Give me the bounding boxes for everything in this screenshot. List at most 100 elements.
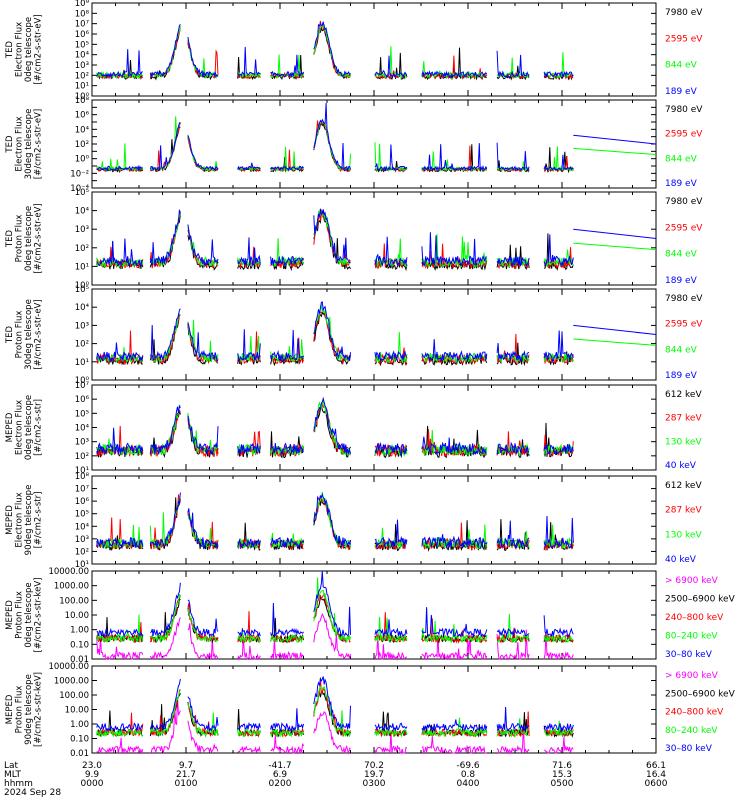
legend-entry: 7980 eV — [665, 105, 703, 115]
y-tick-label: 10⁵ — [75, 188, 89, 198]
y-tick-label: 10¹ — [75, 82, 89, 92]
y-tick-label: 10⁵ — [75, 510, 89, 520]
y-axis-label: MEPED — [5, 600, 15, 630]
panel-4: 10⁰ 10¹ 10² 10³ 10⁴ 10⁵ TED Proton Flux 30deg te… — [5, 285, 703, 386]
y-tick-label: 10¹ — [75, 560, 89, 570]
legend-entry: 40 keV — [665, 461, 697, 471]
plot-frame — [91, 2, 657, 97]
y-axis-label: 30deg telescope — [24, 109, 34, 180]
y-tick-label: 10⁹ — [75, 0, 90, 9]
footer-date: 2024 Sep 28 — [4, 788, 61, 798]
y-tick-label: 10⁶ — [75, 497, 90, 507]
y-axis-label: TED — [5, 325, 15, 344]
y-tick-label: 10⁰ — [75, 376, 90, 386]
y-axis-label: Electron Flux — [15, 116, 25, 171]
legend-entry: > 6900 keV — [665, 576, 719, 586]
y-tick-label: 10⁷ — [75, 381, 90, 391]
y-tick-label: 0.10 — [70, 640, 89, 650]
footer-tick-mlt: 19.7 — [364, 770, 384, 780]
y-tick-label: 10³ — [75, 225, 89, 235]
legend-entry: 30–80 keV — [665, 744, 713, 754]
footer-row-label: Lat — [4, 761, 19, 771]
y-axis-label: Electron Flux — [15, 400, 25, 455]
panel-8: 0.01 0.10 1.00 10.00 100.00 1000.00 10000.00 ME… — [5, 662, 736, 759]
footer-tick-hhmm: 0000 — [81, 779, 104, 789]
y-tick-label: 10⁵ — [75, 285, 89, 295]
footer-tick-mlt: 9.9 — [85, 770, 100, 780]
footer-tick-lat: 9.7 — [179, 761, 193, 771]
y-axis-label: [#/cm2-s-str] — [34, 492, 44, 549]
panel-6: 10¹ 10² 10³ 10⁴ 10⁵ 10⁶ 10⁷ 10⁸ MEPED Electron Fl… — [5, 472, 702, 570]
y-axis-label: [#/cm2-s-str-eV] — [34, 109, 44, 179]
y-tick-label: 10² — [75, 244, 89, 254]
y-tick-label: 10² — [75, 140, 89, 150]
y-tick-label: 10000.00 — [48, 567, 89, 577]
y-tick-label: 10⁰ — [75, 281, 90, 291]
y-tick-label: 1.00 — [70, 720, 89, 730]
y-axis-label: TED — [5, 229, 15, 248]
series-line — [96, 676, 574, 733]
y-tick-label: 10⁰ — [75, 92, 90, 102]
footer-tick-hhmm: 0400 — [457, 779, 480, 789]
legend-entry: 189 eV — [665, 371, 698, 381]
y-tick-label: 100.00 — [59, 691, 89, 701]
footer-tick-lat: 66.1 — [646, 761, 666, 771]
y-tick-label: 10⁵ — [75, 409, 89, 419]
footer-tick-lat: -69.6 — [456, 761, 480, 771]
footer-tick-hhmm: 0300 — [363, 779, 386, 789]
panel-7: 0.01 0.10 1.00 10.00 100.00 1000.00 10000.00 ME… — [5, 567, 736, 665]
y-axis-label: 0deg telescope — [24, 395, 34, 460]
legend-entry: 612 keV — [665, 481, 702, 491]
legend-entry: > 6900 keV — [665, 671, 719, 681]
legend-entry: 7980 eV — [665, 8, 703, 18]
y-axis-label: Proton Flux — [15, 311, 25, 359]
legend-entry: 7980 eV — [665, 197, 703, 207]
legend-entry: 130 keV — [665, 437, 702, 447]
y-axis-label: TED — [5, 40, 15, 59]
footer-tick-mlt: 15.3 — [552, 770, 572, 780]
series-line — [96, 570, 574, 639]
y-tick-label: 10⁷ — [75, 20, 90, 30]
legend-entry: 7980 eV — [665, 294, 703, 304]
series-line — [96, 613, 574, 661]
y-tick-label: 10⁶ — [75, 30, 90, 40]
series-line — [96, 396, 574, 456]
y-tick-label: 10⁶ — [75, 111, 90, 121]
y-tick-label: 10¹ — [75, 262, 89, 272]
legend-entry: 612 keV — [665, 390, 702, 400]
y-axis-label: [#/cm2-s-str] — [34, 399, 44, 456]
legend-entry: 2595 eV — [665, 34, 703, 44]
y-tick-label: 100.00 — [59, 596, 89, 606]
legend-entry: 189 eV — [665, 276, 698, 286]
series-line — [573, 147, 657, 156]
legend-entry: 2500–6900 keV — [665, 689, 736, 699]
legend-entry: 844 eV — [665, 154, 698, 164]
y-tick-label: 10⁸ — [75, 472, 90, 482]
y-tick-label: 10⁴ — [75, 207, 90, 217]
y-tick-label: 10⁸ — [75, 96, 90, 106]
y-tick-label: 10⁴ — [75, 125, 90, 135]
legend-entry: 2500–6900 keV — [665, 595, 736, 605]
legend-entry: 189 eV — [665, 87, 698, 97]
y-tick-label: 10⁻² — [70, 169, 89, 179]
legend-entry: 240–800 keV — [665, 613, 724, 623]
y-tick-label: 10⁴ — [75, 51, 90, 61]
legend-entry: 30–80 keV — [665, 650, 713, 660]
legend-entry: 240–800 keV — [665, 708, 724, 718]
series-line — [96, 492, 574, 550]
legend-entry: 40 keV — [665, 555, 697, 565]
footer-tick-mlt: 6.9 — [273, 770, 288, 780]
y-tick-label: 10⁸ — [75, 9, 90, 19]
y-tick-label: 10¹ — [75, 358, 89, 368]
y-axis-label: Proton Flux — [15, 215, 25, 263]
y-tick-label: 10.00 — [65, 611, 89, 621]
y-axis-label: 30deg telescope — [24, 299, 34, 370]
footer-tick-lat: 23.0 — [82, 761, 102, 771]
y-tick-label: 10² — [75, 340, 89, 350]
y-axis-label: [#/cm2-s-str-eV] — [34, 14, 44, 84]
y-tick-label: 10⁻⁴ — [70, 184, 89, 194]
panel-5: 10¹ 10² 10³ 10⁴ 10⁵ 10⁶ 10⁷ MEPED Electron Flux 0… — [5, 381, 702, 476]
y-axis-label: MEPED — [5, 412, 15, 442]
